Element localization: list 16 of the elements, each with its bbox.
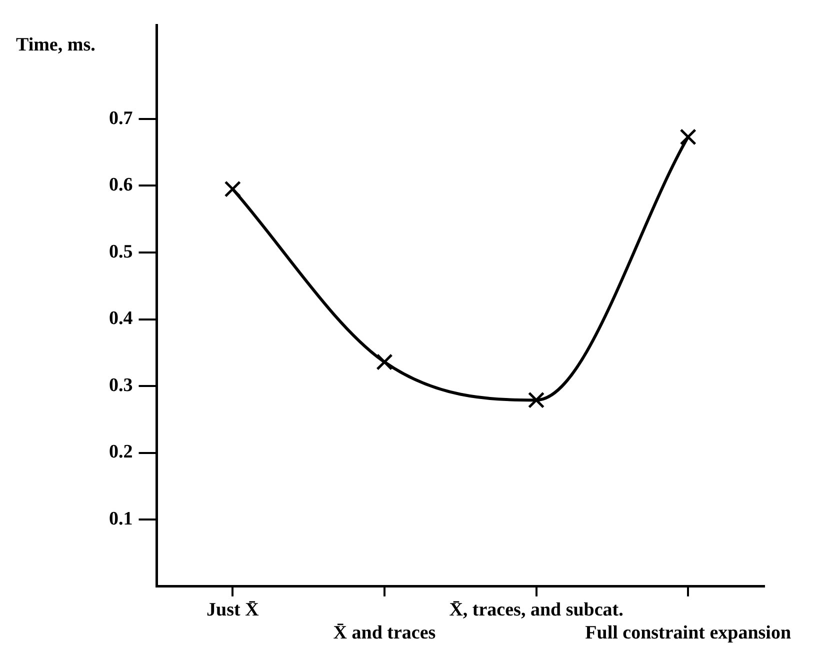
point xyxy=(224,180,241,198)
x-tick-label: X̄ and traces xyxy=(333,622,436,644)
point xyxy=(376,354,393,370)
y-tick-label: 0.6 xyxy=(109,174,133,196)
x-tick-label: Full constraint expansion xyxy=(585,622,792,644)
y-tick-label: 0.5 xyxy=(109,241,133,262)
x-tick-label: X̄, traces, and subcat. xyxy=(449,600,624,621)
y-axis-title: Time, ms. xyxy=(16,34,96,56)
y-tick-label: 0.2 xyxy=(109,442,133,463)
point xyxy=(528,392,545,408)
point xyxy=(680,128,696,146)
x-tick-label: Just X̄ xyxy=(206,600,260,621)
y-tick-label: 0.4 xyxy=(109,308,134,330)
y-tick-label: 0.1 xyxy=(109,508,133,530)
y-tick-label: 0.3 xyxy=(109,374,133,396)
y-tick-label: 0.7 xyxy=(109,108,134,129)
